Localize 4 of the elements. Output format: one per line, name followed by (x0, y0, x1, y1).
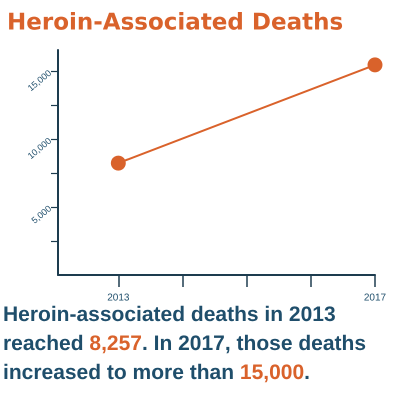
chart-title: Heroin-Associated Deaths (7, 10, 344, 36)
text: Heroin-associated deaths in 2013 reached 8,257. In 2017, those deaths increased to more than 15,000. (3, 303, 366, 384)
x-tick-label: 2017 (364, 292, 387, 304)
x-tick-label: 2013 (107, 292, 130, 304)
